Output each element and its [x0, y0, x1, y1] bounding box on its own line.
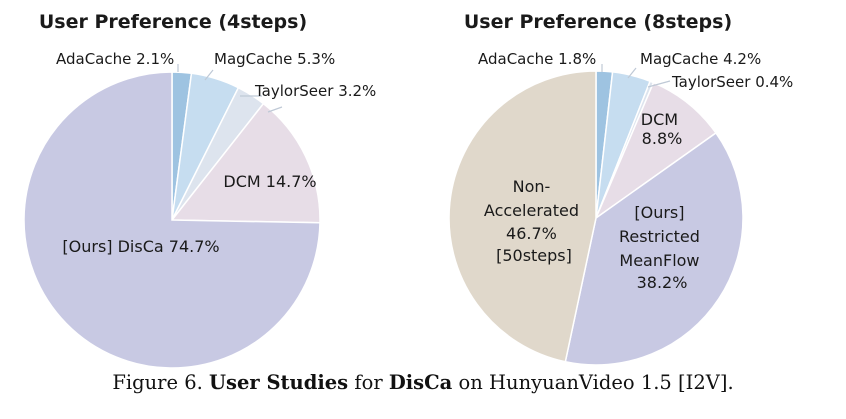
slice-label-nonaccelerated-8steps: Non- Accelerated 46.7% [50steps]: [484, 177, 584, 265]
pie-slices-8steps: [448, 70, 744, 366]
leader-lines-8steps: [601, 64, 671, 88]
pie-slices-4steps: [23, 71, 321, 369]
slice-label-ours-8steps: [Ours] Restricted MeanFlow 38.2%: [619, 203, 705, 292]
slice-label-dcm-8steps: DCM 8.8%: [641, 110, 683, 148]
slice-label-adacache-4steps: AdaCache 2.1%: [56, 50, 174, 68]
pie-chart-4steps: User Preference (4steps) AdaCache 2.1% M…: [23, 11, 376, 369]
pie-chart-8steps: User Preference (8steps) AdaCache 1.8% M…: [448, 11, 793, 366]
leader-lines-4steps: [177, 64, 283, 113]
chart-title-8steps: User Preference (8steps): [464, 11, 732, 33]
slice-label-adacache-8steps: AdaCache 1.8%: [478, 50, 596, 68]
pie-slice-dcm-4steps: [170, 102, 321, 224]
slice-label-dcm-4steps: DCM 14.7%: [223, 172, 316, 191]
figure-caption: Figure 6. User Studies for DisCa on Huny…: [112, 371, 734, 394]
pie-slice-ours-restricted-meanflow-8steps: [564, 131, 744, 366]
slice-label-ours-4steps: [Ours] DisCa 74.7%: [62, 237, 219, 256]
pie-slice-dcm-8steps: [594, 81, 717, 221]
slice-label-taylorseer-4steps: TaylorSeer 3.2%: [254, 82, 376, 100]
slice-label-taylorseer-8steps: TaylorSeer 0.4%: [671, 73, 793, 91]
pie-slice-ours-disca-4steps: [23, 71, 321, 369]
slice-label-magcache-4steps: MagCache 5.3%: [214, 50, 335, 68]
pie-slice-non-accelerated-50steps-8steps: [448, 70, 597, 363]
slice-label-magcache-8steps: MagCache 4.2%: [640, 50, 761, 68]
chart-title-4steps: User Preference (4steps): [39, 11, 307, 33]
